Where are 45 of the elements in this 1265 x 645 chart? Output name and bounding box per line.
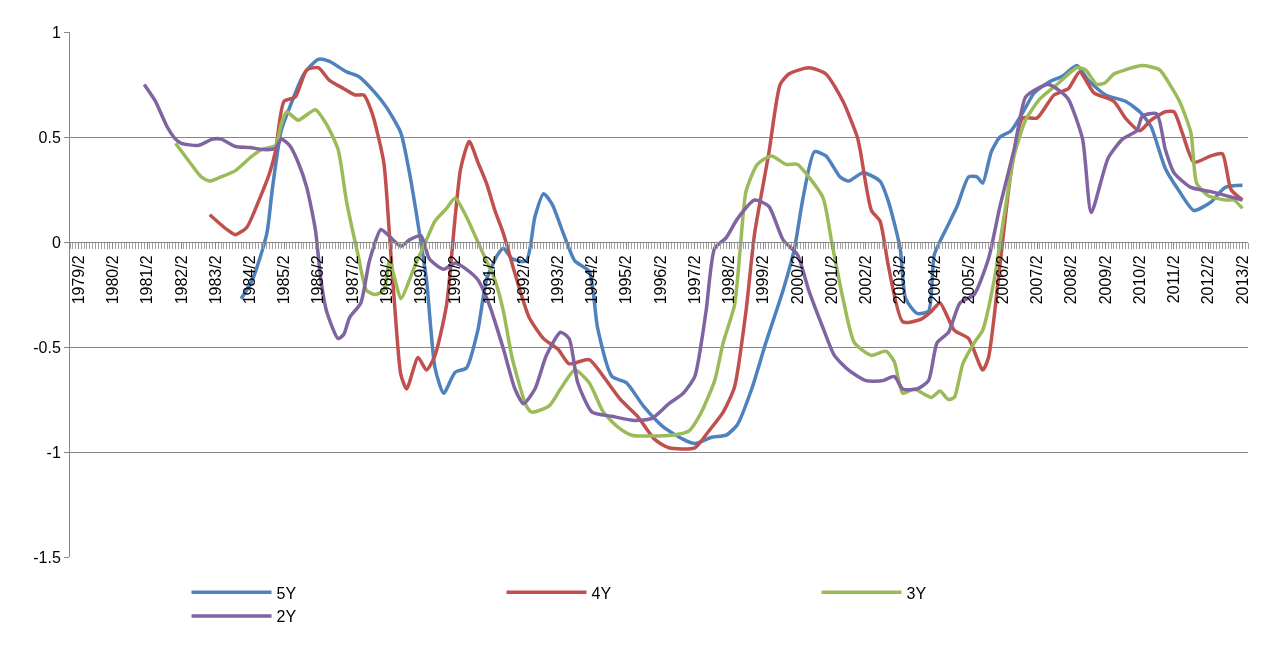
x-tick-label: 2002/2 [857,255,875,305]
y-tick-label: -1.5 [33,548,61,566]
x-tick-label: 1997/2 [686,255,703,305]
legend-label: 5Y [276,584,297,602]
x-tick-label: 1986/2 [309,255,327,305]
x-tick-label: 1994/2 [583,255,601,305]
x-tick-label: 2005/2 [959,255,977,305]
x-tick-label: 2001/2 [822,255,840,305]
x-tick-label: 1999/2 [754,255,772,305]
x-tick-label: 1995/2 [617,255,635,305]
y-tick-label: -1 [46,443,61,461]
x-tick-label: 1984/2 [240,255,258,305]
x-tick-label: 2013/2 [1233,255,1251,305]
x-tick-label: 1985/2 [275,255,293,305]
x-tick-label: 1992/2 [514,255,532,305]
x-tick-label: 2006/2 [994,255,1012,305]
x-tick-label: 2007/2 [1028,255,1046,305]
x-tick-label: 1987/2 [343,255,361,305]
x-tick-label: 2009/2 [1096,255,1114,305]
x-tick-label: 2011/2 [1165,255,1183,304]
x-tick-label: 1993/2 [549,255,567,305]
x-tick-label: 1982/2 [172,255,190,305]
x-tick-label: 1990/2 [446,255,464,305]
legend-label: 3Y [906,584,927,602]
x-tick-label: 1991/2 [480,255,498,305]
x-tick-label: 1981/2 [138,255,156,305]
y-tick-label: 0 [51,233,61,251]
y-tick-label: 1 [51,23,61,41]
x-tick-label: 2012/2 [1199,255,1217,305]
y-tick-label: 0.5 [38,128,61,146]
x-tick-label: 1996/2 [651,255,669,305]
x-tick-label: 1989/2 [412,255,430,305]
x-tick-label: 1988/2 [377,255,395,305]
legend-label: 4Y [591,584,612,602]
x-tick-label: 2000/2 [788,255,806,305]
x-tick-label: 1983/2 [206,255,224,305]
legend-label: 2Y [276,608,297,626]
x-tick-label: 1998/2 [720,255,738,305]
x-tick-label: 2004/2 [925,255,943,305]
x-tick-label: 2010/2 [1130,255,1148,305]
x-tick-label: 1979/2 [69,255,87,305]
x-tick-label: 2003/2 [891,255,909,305]
x-tick-label: 1980/2 [104,255,122,305]
x-tick-label: 2008/2 [1062,255,1080,305]
y-tick-label: -0.5 [33,338,61,356]
